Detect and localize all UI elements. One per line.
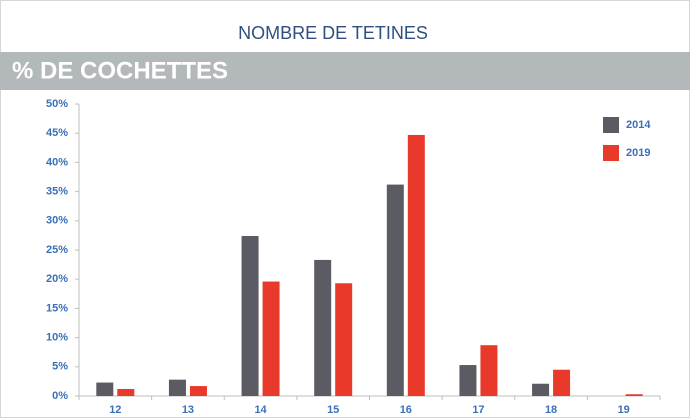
x-tick-label: 16: [400, 404, 412, 416]
y-tick-label: 30%: [46, 215, 68, 227]
chart-subtitle: % DE COCHETTES: [12, 57, 228, 84]
legend-label: 2014: [626, 119, 651, 131]
x-tick-label: 13: [182, 404, 194, 416]
bar: [262, 281, 280, 396]
bar: [532, 383, 550, 396]
bar: [189, 386, 207, 396]
y-tick-label: 35%: [46, 186, 68, 198]
bar: [480, 345, 498, 396]
x-tick-label: 17: [472, 404, 484, 416]
y-tick-label: 25%: [46, 244, 68, 256]
bar: [625, 394, 643, 396]
x-tick-label: 19: [618, 404, 630, 416]
bar: [386, 184, 404, 396]
bar: [335, 283, 353, 396]
bar: [407, 134, 425, 396]
y-tick-label: 10%: [46, 332, 68, 344]
y-tick-label: 50%: [46, 98, 68, 110]
bar: [241, 235, 259, 396]
legend-swatch: [603, 117, 619, 133]
x-tick-label: 14: [254, 404, 267, 416]
bar: [314, 259, 332, 396]
y-tick-label: 15%: [46, 302, 68, 314]
y-tick-label: 5%: [52, 361, 68, 373]
y-tick-label: 45%: [46, 127, 68, 139]
y-tick-label: 40%: [46, 156, 68, 168]
y-tick-label: 20%: [46, 273, 68, 285]
bar: [168, 379, 186, 396]
bar: [459, 365, 477, 396]
legend-swatch: [603, 145, 619, 161]
chart-title: NOMBRE DE TETINES: [238, 23, 428, 43]
y-tick-label: 0%: [52, 390, 68, 402]
x-tick-label: 12: [109, 404, 121, 416]
bar: [117, 388, 135, 396]
x-tick-label: 18: [545, 404, 557, 416]
x-tick-label: 15: [327, 404, 339, 416]
bar: [553, 369, 571, 396]
legend-label: 2019: [626, 147, 650, 159]
subtitle-band: [0, 52, 690, 90]
bar: [96, 382, 114, 396]
